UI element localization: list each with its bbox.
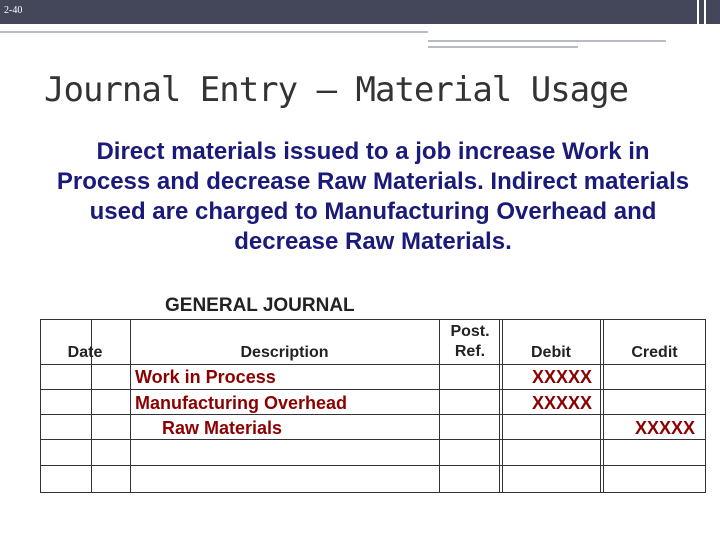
- entry-debit: XXXXX: [532, 367, 593, 387]
- accent-line: [0, 31, 428, 33]
- column-divider: [499, 319, 500, 493]
- title-bar: 2-40: [0, 0, 720, 24]
- journal-heading: GENERAL JOURNAL: [165, 295, 355, 316]
- entry-description: Work in Process: [135, 367, 276, 387]
- title-bar-divider: [704, 0, 706, 24]
- column-divider: [600, 319, 601, 493]
- entry-debit: XXXXX: [532, 393, 593, 413]
- column-divider: [439, 319, 440, 493]
- row-divider: [40, 414, 706, 415]
- accent-line: [428, 46, 578, 48]
- slide-title: Journal Entry – Material Usage: [44, 70, 629, 110]
- row-divider: [40, 465, 706, 466]
- slide-body-text: Direct materials issued to a job increas…: [56, 138, 690, 255]
- header-date: Date: [67, 344, 103, 361]
- header-post-ref: Post. Ref.: [450, 323, 490, 360]
- header-description: Description: [240, 344, 329, 361]
- header-credit: Credit: [631, 344, 678, 361]
- header-debit: Debit: [531, 344, 571, 361]
- entry-credit: XXXXX: [635, 418, 696, 438]
- column-divider: [91, 319, 92, 493]
- general-journal-table: Date Description Post. Ref. Debit Credit…: [40, 319, 706, 493]
- column-divider: [130, 319, 131, 493]
- row-divider: [40, 439, 706, 440]
- slide-number: 2-40: [4, 5, 23, 16]
- entry-description: Manufacturing Overhead: [135, 393, 348, 413]
- table-border: [40, 319, 706, 493]
- row-divider: [40, 364, 706, 365]
- row-divider: [40, 389, 706, 390]
- title-bar-divider: [697, 0, 699, 24]
- entry-description: Raw Materials: [162, 418, 283, 438]
- column-divider: [603, 319, 604, 493]
- column-divider: [502, 319, 503, 493]
- accent-line: [428, 40, 666, 42]
